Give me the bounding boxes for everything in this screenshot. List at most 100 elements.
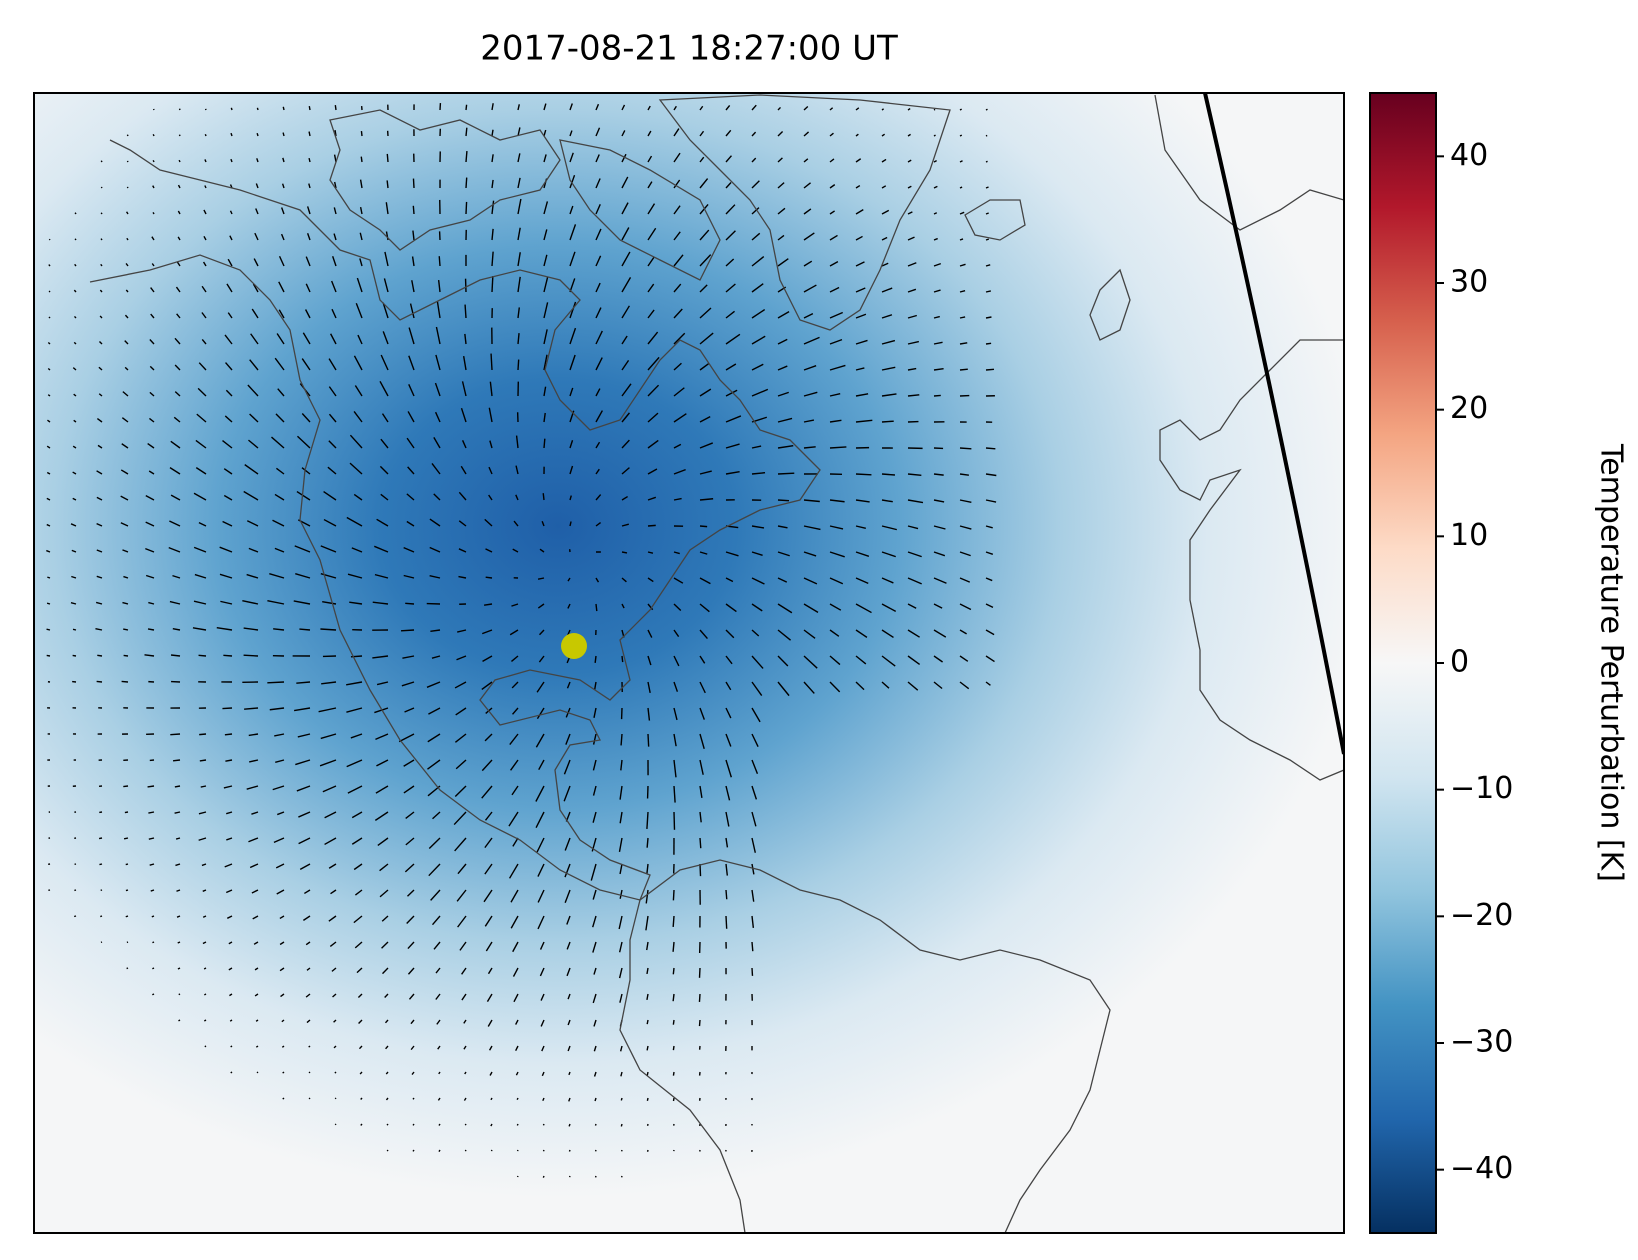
wind-vector xyxy=(959,681,970,690)
wind-vector xyxy=(308,1045,311,1048)
wind-vector xyxy=(543,354,548,371)
totality-center xyxy=(561,633,587,659)
wind-vector xyxy=(907,629,920,638)
wind-vector xyxy=(254,967,259,971)
wind-vector xyxy=(359,258,363,267)
wind-vector xyxy=(855,184,861,189)
wind-vector xyxy=(242,599,259,605)
colorbar: −40 −30 −20 −10 0 10 20 30 40 xyxy=(1369,92,1513,1234)
wind-vector xyxy=(959,499,972,503)
wind-vector xyxy=(542,1123,545,1126)
wind-vector xyxy=(855,209,864,215)
wind-vector xyxy=(725,204,736,215)
wind-vector xyxy=(568,1123,571,1127)
wind-vector xyxy=(907,107,911,111)
wind-vector xyxy=(351,547,363,553)
wind-vector xyxy=(621,439,630,449)
wind-vector xyxy=(70,523,77,527)
wind-vector xyxy=(595,388,601,397)
wind-vector xyxy=(515,1071,519,1076)
wind-vector xyxy=(357,993,363,998)
wind-vector xyxy=(647,681,651,694)
wind-vector xyxy=(353,863,363,871)
wind-vector xyxy=(175,863,181,867)
wind-vector xyxy=(278,309,285,319)
wind-vector xyxy=(592,785,597,796)
wind-vector xyxy=(563,785,571,802)
wind-vector xyxy=(170,494,181,501)
wind-vector xyxy=(699,837,702,849)
wind-vector xyxy=(540,993,545,1001)
wind-vector xyxy=(881,262,889,267)
wind-vector xyxy=(248,733,259,737)
wind-vector xyxy=(405,837,415,846)
wind-vector xyxy=(177,967,181,970)
wind-vector xyxy=(933,525,946,530)
wind-vector xyxy=(543,201,549,215)
wind-vector xyxy=(959,263,966,267)
wind-vector xyxy=(99,863,103,866)
wind-vector xyxy=(673,105,677,111)
wind-vector xyxy=(308,1097,311,1100)
wind-vector xyxy=(411,280,415,293)
wind-vector xyxy=(543,302,549,319)
wind-vector xyxy=(881,366,896,371)
wind-vector xyxy=(173,416,181,423)
wind-vector xyxy=(595,410,603,423)
wind-vector xyxy=(595,521,602,527)
wind-vector xyxy=(460,465,467,475)
wind-vector xyxy=(959,551,971,557)
wind-vector xyxy=(374,707,389,714)
wind-vector xyxy=(124,366,129,371)
wind-vector xyxy=(350,733,363,739)
wind-vector xyxy=(672,941,675,952)
wind-vector xyxy=(647,439,659,449)
wind-vector xyxy=(959,447,972,450)
wind-vector xyxy=(461,381,467,397)
wind-vector xyxy=(460,407,467,423)
wind-vector xyxy=(223,468,233,475)
wind-vector xyxy=(725,129,732,137)
wind-vector xyxy=(542,1097,545,1102)
wind-vector xyxy=(595,103,600,111)
wind-vector xyxy=(751,232,761,241)
wind-vector xyxy=(543,229,548,241)
wind-vector xyxy=(699,470,712,475)
wind-vector xyxy=(512,837,519,847)
wind-vector xyxy=(803,629,816,639)
coastline xyxy=(1154,94,1344,231)
wind-vector xyxy=(380,438,389,449)
wind-vector xyxy=(403,759,415,767)
wind-vector xyxy=(251,811,259,815)
wind-vector xyxy=(229,235,233,241)
wind-vector xyxy=(148,837,155,840)
wind-vector xyxy=(725,681,732,691)
wind-vector xyxy=(293,600,311,605)
wind-vector xyxy=(618,837,623,853)
wind-vector xyxy=(125,263,129,267)
wind-vector xyxy=(322,785,337,793)
wind-vector xyxy=(48,316,51,319)
wind-vector xyxy=(299,628,311,631)
wind-vector xyxy=(725,230,736,241)
wind-vector xyxy=(933,551,946,557)
wind-vector xyxy=(491,154,494,163)
wind-vector xyxy=(100,238,103,241)
wind-vector xyxy=(855,133,859,137)
wind-vector xyxy=(46,602,51,605)
wind-vector xyxy=(907,314,917,319)
wind-vector xyxy=(803,284,817,293)
wind-vector xyxy=(244,464,259,475)
wind-vector xyxy=(647,551,654,554)
wind-vector xyxy=(123,837,129,840)
wind-vector xyxy=(429,575,441,579)
wind-vector xyxy=(536,837,545,853)
wind-vector xyxy=(485,548,493,553)
wind-vector xyxy=(907,681,919,691)
wind-vector xyxy=(70,601,77,605)
wind-vector xyxy=(46,445,51,449)
wind-vector xyxy=(485,576,493,579)
wind-vector xyxy=(564,837,571,851)
wind-vector xyxy=(621,305,631,319)
wind-vector xyxy=(430,889,441,901)
